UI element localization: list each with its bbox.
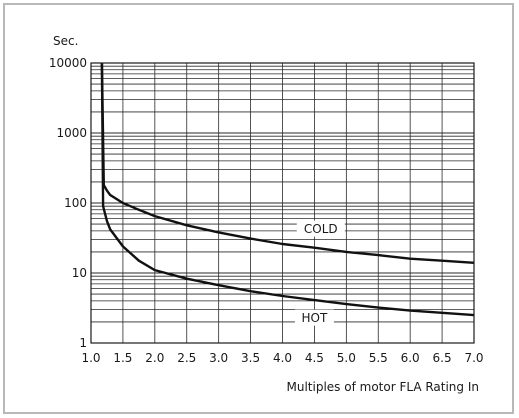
y-tick-labels: 1 10 100 1000 10000 xyxy=(49,56,87,350)
x-tick-label: 2.0 xyxy=(145,351,164,365)
x-tick-label: 3.0 xyxy=(209,351,228,365)
x-tick-label: 1.0 xyxy=(81,351,100,365)
plot-border xyxy=(90,62,475,344)
y-tick-label: 100 xyxy=(64,196,87,210)
y-tick-label: 10 xyxy=(72,266,87,280)
x-tick-label: 5.5 xyxy=(369,351,388,365)
y-tick-label: 1000 xyxy=(56,126,87,140)
grid xyxy=(91,63,474,343)
x-tick-label: 4.0 xyxy=(273,351,292,365)
y-tick-label: 1 xyxy=(79,336,87,350)
curve-label-cold: COLD xyxy=(304,222,338,236)
curve-label-hot: HOT xyxy=(302,311,328,325)
series-line-hot xyxy=(100,62,475,317)
curve-labels: COLD HOT xyxy=(294,220,345,326)
curves xyxy=(100,62,475,317)
series-line-cold xyxy=(100,62,475,264)
curve-label-bg xyxy=(296,220,345,237)
x-axis-label: Multiples of motor FLA Rating In xyxy=(287,380,479,394)
x-tick-label: 6.5 xyxy=(433,351,452,365)
x-tick-labels: 1.0 1.5 2.0 2.5 3.0 3.5 4.0 4.5 5.0 5.5 6.0 6.5 7.0 xyxy=(81,351,483,365)
x-tick-label: 7.0 xyxy=(464,351,483,365)
x-tick-label: 2.5 xyxy=(177,351,196,365)
x-tick-label: 6.0 xyxy=(401,351,420,365)
chart-frame: COLD HOT 1.0 1.5 2.0 2.5 3.0 3.5 4.0 4.5 5.0 5.5 6.… xyxy=(3,3,514,414)
curve-label-bg xyxy=(294,309,334,326)
chart: COLD HOT 1.0 1.5 2.0 2.5 3.0 3.5 4.0 4.5 5.0 5.5 6.… xyxy=(49,34,484,394)
x-tick-label: 3.5 xyxy=(241,351,260,365)
x-tick-label: 4.5 xyxy=(305,351,324,365)
x-tick-label: 1.5 xyxy=(113,351,132,365)
y-tick-label: 10000 xyxy=(49,56,87,70)
x-tick-label: 5.0 xyxy=(337,351,356,365)
y-axis-label: Sec. xyxy=(53,34,78,48)
